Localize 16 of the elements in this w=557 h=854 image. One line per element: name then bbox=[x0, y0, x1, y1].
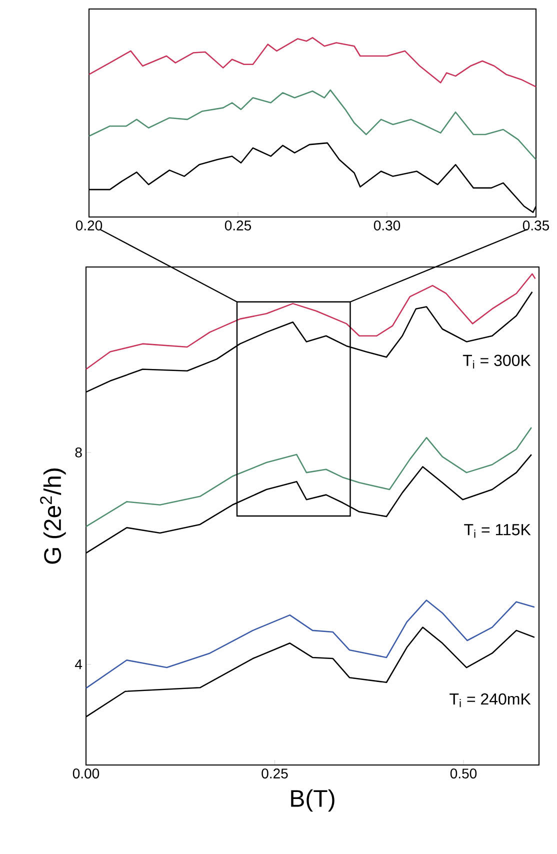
annotation: T$_{i}$ = 115K bbox=[464, 524, 531, 538]
x-tick-label: 0.30 bbox=[374, 220, 400, 230]
annotation: T$_{i}$ = 300K bbox=[462, 354, 531, 369]
line-series bbox=[85, 600, 536, 689]
x-tick-label: 0.20 bbox=[76, 220, 102, 230]
x-tick-label: 0.00 bbox=[72, 768, 100, 778]
x-tick-label: 0.50 bbox=[450, 768, 477, 778]
y-axis-title: G (2e$^{2}$/h) bbox=[40, 468, 66, 564]
y-tick-label: 4 bbox=[74, 660, 82, 670]
x-tick-label: 0.25 bbox=[224, 220, 252, 230]
line-series bbox=[85, 273, 536, 370]
x-tick-label: 0.35 bbox=[522, 220, 550, 230]
y-tick-label: 8 bbox=[75, 447, 82, 458]
x-tick-label: 0.25 bbox=[262, 768, 288, 778]
annotation: T$_{i}$ = 240mK bbox=[450, 693, 531, 708]
x-axis-title: B(T) bbox=[291, 789, 334, 812]
